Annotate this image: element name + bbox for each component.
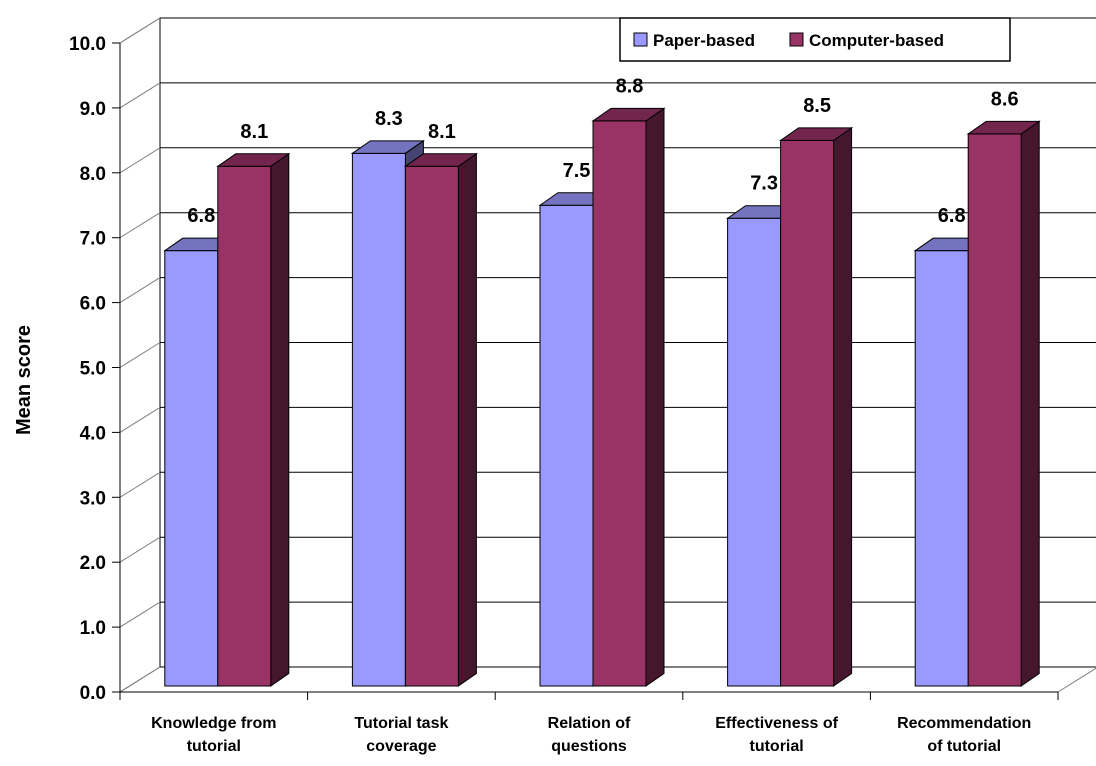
legend: Paper-based Computer-based	[619, 17, 1011, 62]
y-tick-label: 8.0	[80, 164, 106, 185]
bar-side	[645, 107, 665, 687]
x-category-label: Relation of	[548, 715, 631, 732]
gridline-diagonal	[119, 601, 161, 628]
axes	[112, 42, 1059, 700]
data-label: 6.8	[938, 205, 966, 227]
x-category-label: coverage	[366, 738, 436, 755]
data-labels: 6.8 8.1 8.3 8.1 7.5 8.8 7.3 8.5 6.8 8.6	[187, 75, 1018, 227]
gridline-diagonal	[119, 212, 161, 239]
bar-paper-based	[164, 250, 219, 687]
bars	[163, 107, 1041, 687]
data-label: 8.1	[428, 121, 456, 143]
x-category-label: tutorial	[187, 738, 241, 755]
gridline-diagonal	[119, 277, 161, 304]
bar-top	[350, 140, 425, 154]
y-tick-label: 7.0	[80, 229, 106, 250]
legend-box	[619, 17, 1011, 62]
bar-computer-based	[967, 133, 1022, 687]
bar-top	[216, 153, 291, 167]
gridline-diagonal	[119, 17, 161, 44]
bar-side	[457, 152, 477, 687]
bar-paper-based	[914, 250, 969, 687]
bar-top	[591, 107, 666, 122]
data-label: 8.6	[991, 88, 1019, 110]
x-category-label: Recommendation	[897, 715, 1031, 732]
bar-paper-based	[351, 152, 406, 687]
data-label: 8.8	[616, 75, 644, 97]
legend-label: Paper-based	[653, 31, 755, 50]
bar-computer-based	[404, 165, 459, 687]
y-tick-label: 0.0	[80, 683, 106, 704]
legend-label: Computer-based	[809, 31, 944, 50]
data-label: 8.5	[803, 95, 831, 117]
x-category-label: tutorial	[749, 738, 803, 755]
y-tick-label: 1.0	[80, 618, 106, 639]
y-tick-label: 2.0	[80, 553, 106, 574]
data-label: 7.5	[563, 160, 591, 182]
bar-side	[833, 126, 853, 687]
x-category-label: Effectiveness of	[715, 715, 838, 732]
x-category-label: Tutorial task	[354, 715, 448, 732]
y-tick-label: 4.0	[80, 423, 106, 444]
data-label: 8.3	[375, 108, 403, 130]
y-tick-label: 6.0	[80, 294, 106, 315]
gridline-diagonal	[119, 147, 161, 174]
y-tick-label: 5.0	[80, 359, 106, 380]
data-label: 7.3	[750, 173, 778, 195]
bar-computer-based	[780, 139, 835, 687]
bar-paper-based	[727, 217, 782, 687]
bar-computer-based	[592, 120, 647, 687]
bar-side	[270, 152, 290, 687]
gridline-diagonal	[119, 342, 161, 368]
y-tick-label: 9.0	[80, 99, 106, 120]
bar-computer-based	[217, 165, 272, 687]
data-label: 6.8	[187, 205, 215, 227]
gridline-diagonal	[119, 82, 161, 109]
bar-top	[966, 120, 1041, 135]
gridline-diagonal	[119, 666, 161, 693]
bar-top	[779, 127, 854, 141]
bar-top	[403, 153, 478, 167]
x-category-label: Knowledge from	[151, 715, 276, 732]
bar-side	[1020, 120, 1040, 687]
gridline-diagonal	[119, 406, 161, 433]
x-category-label: questions	[551, 738, 627, 755]
legend-swatch	[633, 32, 648, 47]
gridline-diagonal	[119, 471, 161, 498]
bar-paper-based	[539, 204, 594, 687]
y-axis-title: Mean score	[13, 325, 35, 435]
gridline-diagonal	[119, 536, 161, 563]
data-label: 8.1	[240, 121, 268, 143]
y-tick-label: 10.0	[69, 34, 106, 55]
x-category-labels: Knowledge from tutorial Tutorial task cover…	[151, 715, 1031, 755]
legend-swatch	[789, 32, 804, 47]
y-tick-labels: 0.0 1.0 2.0 3.0 4.0 5.0 6.0 7.0 8.0 9.0 10.0	[69, 34, 106, 704]
x-category-label: of tutorial	[927, 738, 1001, 755]
y-tick-label: 3.0	[80, 488, 106, 509]
